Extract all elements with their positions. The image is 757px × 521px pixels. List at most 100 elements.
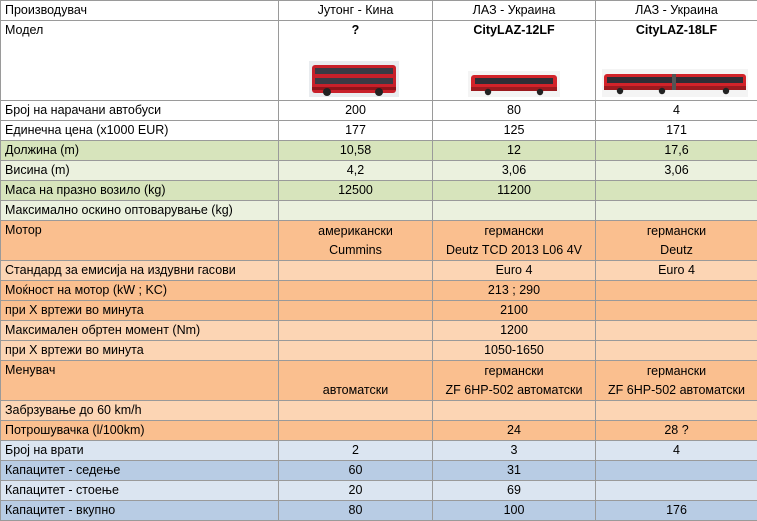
cell-value: Euro 4 — [432, 260, 596, 281]
cell-value: германски Deutz TCD 2013 L06 4V — [432, 220, 596, 261]
row-label: Потрошувачка (l/100km) — [0, 420, 279, 441]
row-label: Капацитет - вкупно — [0, 500, 279, 521]
cell-value: 17,6 — [595, 140, 757, 161]
cell-value: 125 — [432, 120, 596, 141]
cell-value: 12 — [432, 140, 596, 161]
row-accel: Забрзување до 60 km/h — [0, 400, 757, 421]
maker-laz-2: ЛАЗ - Украина — [595, 0, 757, 21]
engine-model: Cummins — [329, 242, 382, 257]
row-power: Моќност на мотор (kW ; KC) 213 ; 290 — [0, 280, 757, 301]
row-emission: Стандард за емисија на издувни гасови Eu… — [0, 260, 757, 281]
cell-value — [278, 200, 433, 221]
cell-value: 80 — [432, 100, 596, 121]
cell-value: 3,06 — [432, 160, 596, 181]
gearbox-origin — [283, 362, 428, 381]
row-seated: Капацитет - седење 60 31 — [0, 460, 757, 481]
maker-yutong: Јутонг - Кина — [278, 0, 433, 21]
row-mass: Маса на празно возило (kg) 12500 11200 — [0, 180, 757, 201]
row-label: Маса на празно возило (kg) — [0, 180, 279, 201]
engine-origin: германски — [646, 223, 707, 238]
cell-value — [278, 420, 433, 441]
cell-value: 2100 — [432, 300, 596, 321]
header-row: Производувач Јутонг - Кина ЛАЗ - Украина… — [0, 0, 757, 21]
row-standing: Капацитет - стоење 20 69 — [0, 480, 757, 501]
row-label: Должина (m) — [0, 140, 279, 161]
cell-value: 4,2 — [278, 160, 433, 181]
cell-value: 1200 — [432, 320, 596, 341]
cell-value: 213 ; 290 — [432, 280, 596, 301]
cell-value — [595, 300, 757, 321]
cell-value: 176 — [595, 500, 757, 521]
cell-value — [278, 260, 433, 281]
row-label: Стандард за емисија на издувни гасови — [0, 260, 279, 281]
cell-value: 28 ? — [595, 420, 757, 441]
model-row: Модел ? CityLAZ-12LF — [0, 20, 757, 101]
cell-value: 4 — [595, 100, 757, 121]
gearbox-origin: германски — [484, 363, 544, 378]
model-laz-18: CityLAZ-18LF — [595, 20, 757, 101]
cell-value — [595, 460, 757, 481]
citylaz-18lf-bus-image — [602, 69, 748, 97]
row-label: Висина (m) — [0, 160, 279, 181]
model-name-citylaz-18lf: CityLAZ-18LF — [635, 23, 718, 37]
engine-model: Deutz — [660, 242, 693, 257]
model-name-citylaz-12lf: CityLAZ-12LF — [473, 23, 555, 37]
row-label: Максимално оскино оптоварување (kg) — [0, 200, 279, 221]
cell-value — [432, 400, 596, 421]
header-label: Производувач — [0, 0, 279, 21]
cell-value: автоматски — [278, 360, 433, 401]
cell-value: 11200 — [432, 180, 596, 201]
row-label: при X вртежи во минута — [0, 340, 279, 361]
cell-value — [278, 320, 433, 341]
cell-value: 80 — [278, 500, 433, 521]
row-label: Единечна цена (x1000 EUR) — [0, 120, 279, 141]
row-torque: Максимален обртен момент (Nm) 1200 — [0, 320, 757, 341]
cell-value: Euro 4 — [595, 260, 757, 281]
cell-value: германски ZF 6HP-502 автоматски — [595, 360, 757, 401]
cell-value — [595, 320, 757, 341]
cell-value — [278, 280, 433, 301]
cell-value — [595, 200, 757, 221]
cell-value — [595, 400, 757, 421]
row-label: Капацитет - стоење — [0, 480, 279, 501]
cell-value: 31 — [432, 460, 596, 481]
cell-value: 20 — [278, 480, 433, 501]
row-label: Број на врати — [0, 440, 279, 461]
gearbox-type: автоматски — [322, 382, 389, 397]
row-label: Забрзување до 60 km/h — [0, 400, 279, 421]
gearbox-origin: германски — [646, 363, 707, 378]
cell-value: 171 — [595, 120, 757, 141]
double-decker-bus-image — [309, 61, 399, 97]
cell-value — [595, 280, 757, 301]
row-engine: Мотор американски Cummins германски Deut… — [0, 220, 757, 261]
row-total: Капацитет - вкупно 80 100 176 — [0, 500, 757, 521]
cell-value — [595, 340, 757, 361]
cell-value: 24 — [432, 420, 596, 441]
cell-value: американски Cummins — [278, 220, 433, 261]
cell-value: 60 — [278, 460, 433, 481]
cell-value: 69 — [432, 480, 596, 501]
engine-origin: германски — [484, 223, 544, 238]
model-name-yutong: ? — [351, 23, 360, 37]
model-label: Модел — [0, 20, 279, 101]
cell-value: 3,06 — [595, 160, 757, 181]
cell-value — [432, 200, 596, 221]
cell-value: 10,58 — [278, 140, 433, 161]
cell-value — [595, 480, 757, 501]
cell-value: 3 — [432, 440, 596, 461]
row-label: Број на нарачани автобуси — [0, 100, 279, 121]
cell-value: 100 — [432, 500, 596, 521]
engine-model: Deutz TCD 2013 L06 4V — [446, 242, 582, 257]
model-laz-12: CityLAZ-12LF — [432, 20, 596, 101]
cell-value: германски Deutz — [595, 220, 757, 261]
row-height: Висина (m) 4,2 3,06 3,06 — [0, 160, 757, 181]
row-torque-rpm: при X вртежи во минута 1050-1650 — [0, 340, 757, 361]
row-power-rpm: при X вртежи во минута 2100 — [0, 300, 757, 321]
cell-value: 200 — [278, 100, 433, 121]
engine-origin: американски — [318, 223, 393, 238]
row-doors: Број на врати 2 3 4 — [0, 440, 757, 461]
gearbox-type: ZF 6HP-502 автоматски — [608, 382, 745, 397]
cell-value — [278, 340, 433, 361]
cell-value — [278, 300, 433, 321]
